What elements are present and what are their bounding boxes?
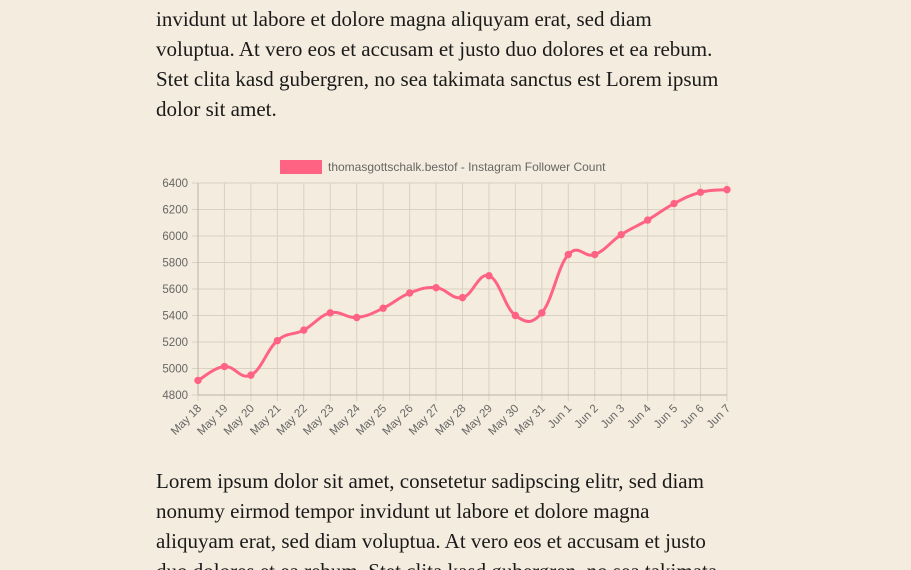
paragraph-line: invidunt ut labore et dolore magna aliqu…	[156, 7, 652, 31]
data-point[interactable]	[643, 216, 652, 224]
paragraph-line: Lorem ipsum dolor sit amet, consetetur s…	[156, 469, 704, 493]
data-point[interactable]	[458, 293, 467, 302]
data-point[interactable]	[353, 313, 361, 322]
body-paragraph-top: invidunt ut labore et dolore magna aliqu…	[156, 4, 746, 124]
chart-legend[interactable]: thomasgottschalk.bestof - Instagram Foll…	[280, 160, 606, 174]
x-tick-label: Jun 4	[625, 402, 654, 431]
x-tick-label: Jun 5	[652, 403, 680, 431]
data-point[interactable]	[194, 376, 202, 385]
data-point[interactable]	[617, 230, 625, 239]
y-tick-label: 6200	[162, 205, 188, 217]
data-point[interactable]	[696, 188, 705, 196]
paragraph-line: voluptua. At vero eos et accusam et just…	[156, 37, 713, 61]
y-tick-label: 6400	[162, 178, 188, 190]
y-tick-label: 6000	[162, 231, 188, 243]
data-point[interactable]	[591, 250, 599, 259]
paragraph-line: nonumy eirmod tempor invidunt ut labore …	[156, 499, 650, 523]
y-tick-label: 5800	[162, 258, 188, 270]
data-point[interactable]	[511, 311, 520, 320]
data-point[interactable]	[379, 304, 387, 312]
legend-label: thomasgottschalk.bestof - Instagram Foll…	[328, 160, 606, 174]
x-tick-label: Jun 3	[599, 403, 627, 431]
data-point[interactable]	[300, 326, 308, 334]
y-tick-label: 5000	[162, 364, 188, 376]
data-point[interactable]	[247, 371, 255, 379]
chart-svg: thomasgottschalk.bestof - Instagram Foll…	[162, 160, 733, 438]
y-axis: 4800 5000 5200 5400 5600 5800 6000 6200 6400	[162, 178, 188, 402]
y-tick-label: 5400	[162, 311, 188, 323]
x-tick-label: Jun 2	[572, 403, 600, 431]
data-point[interactable]	[432, 283, 440, 292]
y-tick-label: 4800	[162, 390, 188, 402]
data-point[interactable]	[485, 272, 493, 280]
data-point[interactable]	[273, 336, 282, 345]
legend-swatch	[280, 160, 322, 174]
paragraph-line: Stet clita kasd gubergren, no sea takima…	[156, 67, 719, 91]
paragraph-line: aliquyam erat, sed diam voluptua. At ver…	[156, 529, 706, 553]
data-point[interactable]	[326, 309, 334, 317]
paragraph-line: dolor sit amet.	[156, 97, 277, 121]
data-point[interactable]	[723, 185, 731, 194]
x-tick-label: Jun 6	[678, 403, 706, 431]
data-point[interactable]	[564, 250, 572, 259]
y-tick-label: 5600	[162, 284, 188, 296]
x-tick-label: Jun 1	[546, 403, 574, 431]
body-paragraph-bottom: Lorem ipsum dolor sit amet, consetetur s…	[156, 466, 746, 570]
chart-grid	[192, 182, 728, 401]
data-point[interactable]	[538, 309, 546, 317]
follower-count-chart: thomasgottschalk.bestof - Instagram Foll…	[150, 150, 750, 450]
x-tick-label: Jun 7	[705, 403, 733, 431]
data-point[interactable]	[220, 362, 229, 371]
paragraph-line: duo dolores et ea rebum. Stet clita kasd…	[156, 556, 746, 570]
y-tick-label: 5200	[162, 337, 188, 349]
data-point[interactable]	[670, 199, 678, 208]
data-points	[194, 185, 731, 385]
data-point[interactable]	[405, 289, 414, 297]
